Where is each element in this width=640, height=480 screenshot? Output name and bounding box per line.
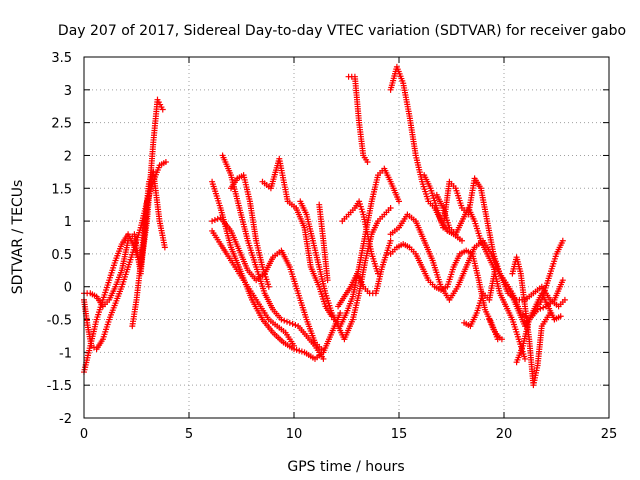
data-series-arc8 bbox=[219, 152, 327, 362]
y-tick-label: -0.5 bbox=[47, 314, 72, 329]
data-series-arc22 bbox=[461, 264, 566, 330]
y-tick-label: 0.5 bbox=[51, 248, 72, 263]
x-tick-label: 20 bbox=[496, 427, 513, 442]
data-series-arc4 bbox=[129, 168, 157, 330]
x-tick-label: 15 bbox=[391, 427, 408, 442]
data-series-arc14 bbox=[335, 237, 394, 310]
x-tick-label: 25 bbox=[601, 427, 618, 442]
data-point bbox=[522, 355, 528, 362]
data-point bbox=[161, 244, 168, 251]
data-point bbox=[557, 313, 564, 320]
y-tick-label: 1 bbox=[64, 215, 72, 230]
data-point bbox=[387, 204, 394, 211]
y-tick-label: 1.5 bbox=[51, 182, 72, 197]
plot-frame bbox=[83, 56, 610, 419]
data-series-arc10 bbox=[259, 155, 335, 320]
data-point bbox=[293, 346, 300, 353]
y-tick-label: -1 bbox=[59, 346, 72, 361]
data-series-arc6 bbox=[209, 227, 297, 349]
grid-lines bbox=[84, 57, 609, 418]
y-tick-label: 3.5 bbox=[51, 51, 72, 66]
data-point bbox=[289, 320, 296, 327]
y-tick-label: -1.5 bbox=[47, 379, 72, 394]
data-point bbox=[150, 168, 157, 175]
data-point bbox=[284, 318, 290, 325]
x-tick-labels: 0 5 10 15 20 25 bbox=[80, 427, 617, 442]
y-tick-label: -2 bbox=[59, 412, 72, 427]
data-point bbox=[559, 237, 566, 244]
y-tick-labels: -2 -1.5 -1 -0.5 0 0.5 1 1.5 2 2.5 3 3.5 bbox=[47, 51, 72, 427]
data-point bbox=[357, 203, 364, 210]
data-point bbox=[318, 346, 325, 353]
data-point bbox=[291, 342, 297, 349]
x-tick-label: 5 bbox=[185, 427, 193, 442]
data-series-arc7 bbox=[209, 214, 325, 353]
data-point bbox=[214, 215, 221, 222]
data-point bbox=[211, 216, 218, 223]
data-point bbox=[375, 270, 381, 277]
data-points bbox=[81, 63, 568, 389]
data-point bbox=[337, 309, 344, 316]
data-point bbox=[324, 277, 331, 284]
data-point bbox=[298, 348, 305, 355]
x-tick-label: 10 bbox=[286, 427, 303, 442]
data-point bbox=[459, 237, 465, 244]
y-tick-label: 3 bbox=[64, 84, 72, 99]
data-point bbox=[292, 322, 299, 329]
data-point bbox=[364, 159, 371, 166]
chart-title: Day 207 of 2017, Sidereal Day-to-day VTE… bbox=[58, 23, 626, 39]
data-point bbox=[162, 159, 169, 166]
y-tick-label: 0 bbox=[64, 281, 72, 296]
data-point bbox=[561, 296, 568, 303]
data-point bbox=[498, 336, 505, 343]
data-point bbox=[559, 277, 566, 284]
data-series-arc12 bbox=[316, 201, 331, 284]
data-point bbox=[159, 106, 166, 113]
data-point bbox=[396, 198, 402, 205]
data-point bbox=[281, 317, 288, 324]
data-point bbox=[320, 355, 327, 362]
data-point bbox=[356, 198, 363, 205]
x-tick-label: 0 bbox=[80, 427, 88, 442]
y-axis-label: SDTVAR / TECUs bbox=[10, 180, 26, 295]
data-point bbox=[537, 305, 544, 312]
data-point bbox=[534, 306, 541, 313]
data-point bbox=[278, 316, 285, 323]
data-series-arc25 bbox=[513, 290, 564, 366]
data-series-arc9 bbox=[228, 172, 272, 290]
data-series-arc15 bbox=[339, 198, 381, 277]
x-axis-label: GPS time / hours bbox=[287, 459, 404, 475]
data-series-arc16 bbox=[345, 73, 371, 166]
data-point bbox=[358, 206, 365, 213]
data-point bbox=[540, 304, 547, 311]
data-point bbox=[356, 201, 363, 208]
data-series-arc19 bbox=[387, 241, 501, 343]
data-point bbox=[387, 237, 394, 244]
data-point bbox=[359, 208, 366, 215]
y-tick-label: 2 bbox=[64, 149, 72, 164]
data-series-arc23 bbox=[486, 316, 505, 343]
data-point bbox=[209, 218, 216, 225]
data-point bbox=[265, 283, 272, 290]
y-tick-label: 2.5 bbox=[51, 117, 72, 132]
data-point bbox=[286, 319, 293, 326]
data-point bbox=[296, 347, 303, 354]
data-series-arc5 bbox=[209, 178, 344, 362]
